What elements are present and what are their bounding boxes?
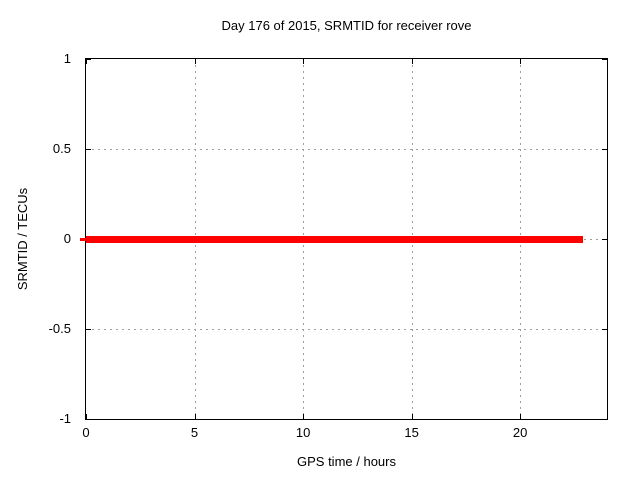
y-tick-label: -1 bbox=[59, 411, 71, 426]
y-tick-mark-left bbox=[86, 59, 91, 60]
y-tick-label: 1 bbox=[63, 51, 71, 66]
y-tick-label: 0 bbox=[63, 231, 71, 246]
series-endcap-artifact bbox=[80, 237, 86, 241]
x-tick-mark-top bbox=[86, 59, 87, 64]
gridline-y-0.5 bbox=[86, 149, 607, 150]
x-tick-label: 5 bbox=[190, 425, 199, 440]
x-tick-label: 10 bbox=[295, 425, 311, 440]
y-tick-mark-left bbox=[86, 419, 91, 420]
x-tick-label: 0 bbox=[82, 425, 90, 440]
y-tick-mark-right bbox=[602, 239, 607, 240]
plot-area: 0 5 10 15 20 1 0.5 0 -0.5 -1 bbox=[49, 51, 608, 440]
x-tick-label: 20 bbox=[512, 425, 528, 440]
x-tick-mark-bottom bbox=[194, 414, 196, 419]
y-tick-label: 0.5 bbox=[52, 141, 71, 156]
y-tick-label: -0.5 bbox=[48, 321, 71, 336]
y-tick-mark-right bbox=[602, 329, 607, 330]
chart-title: Day 176 of 2015, SRMTID for receiver rov… bbox=[221, 18, 472, 33]
x-tick-mark-top bbox=[194, 59, 196, 64]
y-tick-mark-left bbox=[86, 329, 91, 330]
y-tick-mark-right bbox=[602, 59, 607, 60]
y-tick-mark-left bbox=[86, 149, 91, 150]
y-tick-mark-right bbox=[602, 419, 607, 420]
x-tick-mark-top bbox=[520, 59, 522, 64]
x-tick-label: 15 bbox=[404, 425, 419, 440]
x-tick-mark-bottom bbox=[411, 414, 413, 419]
x-tick-mark-bottom bbox=[520, 414, 522, 419]
x-tick-mark-top bbox=[411, 59, 413, 64]
x-tick-mark-bottom bbox=[303, 414, 305, 419]
y-tick-mark-right bbox=[602, 149, 607, 150]
x-tick-mark-bottom bbox=[86, 414, 87, 419]
x-axis-label: GPS time / hours bbox=[297, 454, 396, 469]
gridline-y--0.5 bbox=[86, 329, 607, 330]
x-tick-mark-top bbox=[303, 59, 305, 64]
data-series-srmtid bbox=[80, 235, 584, 243]
